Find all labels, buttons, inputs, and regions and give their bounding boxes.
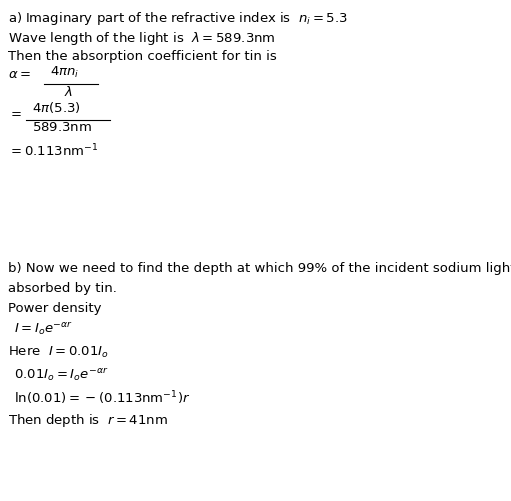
Text: $=$: $=$ [8, 106, 22, 119]
Text: $589.3\mathrm{nm}$: $589.3\mathrm{nm}$ [32, 121, 92, 134]
Text: $\alpha =$: $\alpha =$ [8, 68, 31, 81]
Text: Here  $I = 0.01I_o$: Here $I = 0.01I_o$ [8, 345, 109, 360]
Text: $0.01I_o = I_o e^{-\alpha r}$: $0.01I_o = I_o e^{-\alpha r}$ [14, 366, 108, 383]
Text: Power density: Power density [8, 302, 102, 315]
Text: Wave length of the light is  $\lambda = 589.3\mathrm{nm}$: Wave length of the light is $\lambda = 5… [8, 30, 275, 47]
Text: $\lambda$: $\lambda$ [64, 85, 73, 99]
Text: $= 0.113\mathrm{nm}^{-1}$: $= 0.113\mathrm{nm}^{-1}$ [8, 143, 99, 160]
Text: $4\pi n_i$: $4\pi n_i$ [50, 65, 79, 80]
Text: $I = I_o e^{-\alpha r}$: $I = I_o e^{-\alpha r}$ [14, 320, 73, 337]
Text: $4\pi(5.3)$: $4\pi(5.3)$ [32, 100, 81, 115]
Text: Then the absorption coefficient for tin is: Then the absorption coefficient for tin … [8, 50, 277, 63]
Text: absorbed by tin.: absorbed by tin. [8, 282, 117, 295]
Text: Then depth is  $r = 41\mathrm{nm}$: Then depth is $r = 41\mathrm{nm}$ [8, 412, 168, 429]
Text: $\mathrm{ln}(0.01) = -(0.113\mathrm{nm}^{-1})r$: $\mathrm{ln}(0.01) = -(0.113\mathrm{nm}^… [14, 389, 190, 407]
Text: a) Imaginary part of the refractive index is  $n_i = 5.3$: a) Imaginary part of the refractive inde… [8, 10, 348, 27]
Text: b) Now we need to find the depth at which 99% of the incident sodium light is: b) Now we need to find the depth at whic… [8, 262, 511, 275]
